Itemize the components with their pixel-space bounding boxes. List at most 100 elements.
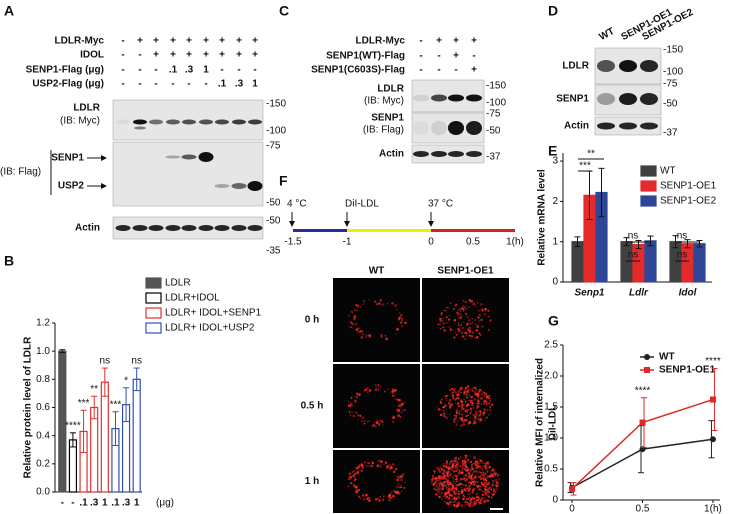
cell-signal bbox=[456, 393, 459, 397]
cell-signal bbox=[478, 388, 482, 392]
cell-signal bbox=[379, 420, 381, 422]
cell-signal bbox=[460, 492, 462, 494]
cell-signal bbox=[479, 493, 481, 495]
blot-label: SENP1 bbox=[556, 94, 589, 105]
cell-signal bbox=[354, 478, 357, 481]
cell-signal bbox=[466, 477, 469, 480]
cell-signal bbox=[452, 396, 455, 400]
cell-signal bbox=[441, 464, 444, 466]
row-label: 1 h bbox=[305, 476, 319, 487]
cell-signal bbox=[479, 502, 482, 505]
cell-signal bbox=[462, 497, 465, 501]
lane-sign: - bbox=[187, 79, 190, 90]
bar bbox=[571, 241, 584, 283]
cell-signal bbox=[450, 494, 453, 497]
lane-sign: + bbox=[170, 36, 176, 47]
cell-signal bbox=[348, 475, 351, 477]
cell-signal bbox=[463, 389, 467, 392]
cell-signal bbox=[478, 313, 481, 317]
cell-signal bbox=[478, 414, 481, 416]
cell-signal bbox=[400, 406, 402, 409]
cell-signal bbox=[481, 308, 484, 311]
cell-signal bbox=[445, 399, 448, 402]
cell-signal bbox=[492, 487, 495, 490]
cell-signal bbox=[476, 481, 479, 483]
cell-signal bbox=[458, 492, 460, 495]
cell-signal bbox=[348, 410, 351, 413]
cell-signal bbox=[379, 299, 383, 302]
cell-signal bbox=[376, 419, 379, 423]
cell-signal bbox=[449, 462, 451, 465]
cell-signal bbox=[479, 485, 481, 488]
cell-signal bbox=[472, 477, 475, 480]
cell-signal bbox=[486, 494, 488, 496]
cell-signal bbox=[389, 468, 391, 471]
y-tick-label: 0.5 bbox=[544, 464, 558, 475]
cell-signal bbox=[476, 465, 479, 468]
cell-signal bbox=[462, 467, 464, 469]
condition-label: LDLR-Myc bbox=[356, 36, 406, 47]
cell-signal bbox=[489, 319, 492, 321]
cell-signal bbox=[486, 468, 488, 470]
cell-signal bbox=[456, 327, 459, 330]
cell-signal bbox=[461, 306, 463, 308]
legend-label: LDLR+ IDOL+USP2 bbox=[165, 323, 255, 334]
cell-signal bbox=[389, 464, 391, 466]
cell-signal bbox=[464, 489, 467, 492]
cell-signal bbox=[448, 318, 451, 321]
blot-label: LDLR bbox=[73, 103, 100, 114]
cell-signal bbox=[378, 423, 380, 426]
cell-signal bbox=[458, 484, 461, 487]
cell-signal bbox=[474, 393, 477, 396]
cell-signal bbox=[355, 323, 358, 326]
legend-label: SENP1-OE1 bbox=[660, 181, 717, 192]
cell-signal bbox=[430, 481, 433, 485]
cell-signal bbox=[472, 467, 475, 470]
condition-label: LDLR-Myc bbox=[55, 36, 105, 47]
cell-signal bbox=[469, 417, 472, 419]
sample-label: WT bbox=[597, 26, 616, 43]
blot-band bbox=[597, 93, 615, 105]
significance: * bbox=[124, 375, 128, 386]
point bbox=[709, 396, 716, 403]
cell-signal bbox=[443, 331, 445, 333]
cell-signal bbox=[454, 422, 456, 424]
cell-signal bbox=[493, 469, 497, 473]
cell-signal bbox=[453, 496, 456, 498]
y-tick-label: 0.0 bbox=[36, 487, 50, 498]
cell-signal bbox=[452, 480, 455, 483]
cell-signal bbox=[477, 324, 479, 327]
blot-band bbox=[619, 93, 637, 105]
cell-signal bbox=[441, 483, 444, 486]
cell-signal bbox=[487, 329, 490, 331]
cell-signal bbox=[380, 335, 383, 338]
cell-signal bbox=[460, 391, 462, 394]
cell-signal bbox=[386, 302, 389, 305]
mw-marker: -150 bbox=[266, 99, 286, 110]
timeline-event: DiI-LDL bbox=[345, 199, 379, 210]
cell-signal bbox=[442, 462, 445, 465]
cell-signal bbox=[443, 476, 446, 479]
blot-band bbox=[132, 225, 148, 231]
cell-signal bbox=[467, 389, 470, 391]
cell-signal bbox=[436, 405, 439, 408]
x-tick-label: 0.5 bbox=[636, 504, 650, 514]
cell-signal bbox=[482, 477, 485, 480]
cell-signal bbox=[484, 472, 487, 475]
cell-signal bbox=[389, 466, 393, 469]
cell-signal bbox=[395, 468, 398, 471]
panel-letter: E bbox=[548, 143, 557, 159]
blot-band bbox=[198, 225, 214, 231]
cell-signal bbox=[469, 499, 472, 502]
cell-signal bbox=[465, 457, 467, 460]
cell-signal bbox=[454, 304, 457, 307]
cell-signal bbox=[477, 475, 480, 478]
cell-signal bbox=[482, 402, 486, 405]
cell-signal bbox=[361, 467, 364, 470]
cell-signal bbox=[442, 317, 444, 319]
cell-signal bbox=[457, 391, 460, 393]
cell-signal bbox=[495, 491, 497, 493]
mw-marker: -35 bbox=[266, 246, 281, 257]
cell-signal bbox=[437, 409, 440, 411]
cell-signal bbox=[386, 464, 389, 468]
